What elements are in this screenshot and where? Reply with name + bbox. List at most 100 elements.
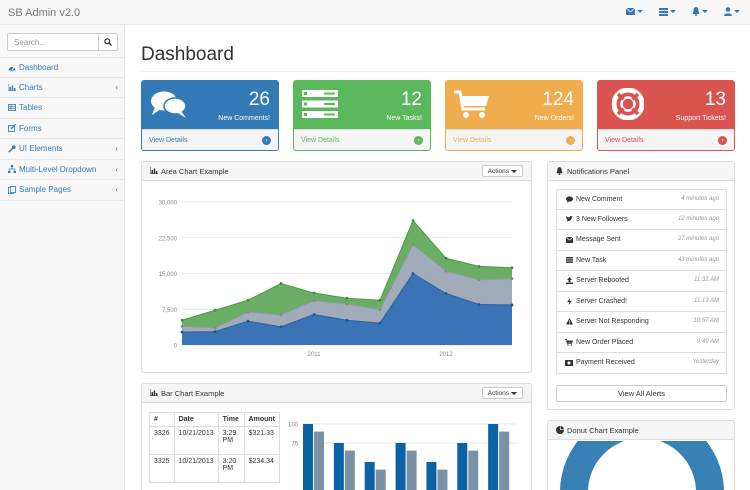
data-point[interactable] xyxy=(213,326,217,330)
sidebar-item-multi-level-dropdown[interactable]: Multi-Level Dropdown ‹ xyxy=(0,160,125,180)
notification-list: New Comment 4 minutes ago 3 New Follower… xyxy=(556,189,727,374)
data-point[interactable] xyxy=(378,308,382,312)
view-details-label: View Details xyxy=(605,137,644,144)
user-icon xyxy=(724,7,732,16)
bar[interactable] xyxy=(333,443,344,490)
sidebar-item-ui-elements[interactable]: UI Elements ‹ xyxy=(0,139,125,160)
bar[interactable] xyxy=(488,424,499,490)
panel-title: Bar Chart Example xyxy=(161,389,225,398)
data-point[interactable] xyxy=(246,310,250,314)
actions-button[interactable]: Actions xyxy=(481,387,523,399)
notification-item[interactable]: New Order Placed 9:49 AM xyxy=(556,332,727,353)
data-point[interactable] xyxy=(411,243,415,247)
view-all-alerts-button[interactable]: View All Alerts xyxy=(556,385,727,402)
data-point[interactable] xyxy=(510,303,514,307)
notification-label: Message Sent xyxy=(576,236,621,244)
notification-item[interactable]: 3 New Followers 12 minutes ago xyxy=(556,209,727,230)
alerts-dropdown[interactable] xyxy=(692,7,708,16)
messages-dropdown[interactable] xyxy=(626,7,643,16)
data-point[interactable] xyxy=(180,325,184,328)
sidebar-item-label: Forms xyxy=(19,123,42,133)
donut-segment[interactable] xyxy=(560,441,724,490)
data-point[interactable] xyxy=(312,313,316,316)
sidebar-item-label: Dashboard xyxy=(19,62,59,72)
data-point[interactable] xyxy=(444,292,448,295)
chevron-left-icon: ‹ xyxy=(115,144,118,153)
view-details-link[interactable]: View Details › xyxy=(446,129,582,150)
notification-time: 11:13 AM xyxy=(693,297,719,304)
user-dropdown[interactable] xyxy=(724,7,740,16)
page-title: Dashboard xyxy=(141,44,234,65)
data-point[interactable] xyxy=(279,325,283,329)
bar[interactable] xyxy=(468,450,479,490)
sidebar-item-forms[interactable]: Forms xyxy=(0,119,125,139)
sidebar-item-sample-pages[interactable]: Sample Pages ‹ xyxy=(0,180,125,201)
data-point[interactable] xyxy=(345,302,349,306)
data-point[interactable] xyxy=(345,318,349,322)
data-point[interactable] xyxy=(180,330,184,334)
sidebar-item-dashboard[interactable]: Dashboard xyxy=(0,57,125,78)
data-point[interactable] xyxy=(180,318,184,322)
data-point[interactable] xyxy=(213,308,217,312)
search-button[interactable] xyxy=(98,33,118,51)
bar[interactable] xyxy=(426,462,437,490)
notification-item[interactable]: Server Crashed! 11:13 AM xyxy=(556,291,727,312)
notification-item[interactable]: Payment Received Yesterday xyxy=(556,353,727,374)
arrow-circle-right-icon: › xyxy=(718,136,727,145)
data-point[interactable] xyxy=(279,282,283,285)
table-row: 3326 10/21/2013 3:29 PM $321.33 xyxy=(149,426,281,455)
notification-item[interactable]: New Task 43 minutes ago xyxy=(556,250,727,271)
bar[interactable] xyxy=(457,443,468,490)
table-cell: 10/21/2013 xyxy=(173,454,219,483)
data-point[interactable] xyxy=(279,313,283,317)
arrow-circle-right-icon: › xyxy=(566,136,575,145)
data-point[interactable] xyxy=(477,278,481,282)
bar[interactable] xyxy=(437,469,448,490)
data-point[interactable] xyxy=(312,291,316,295)
view-details-link[interactable]: View Details › xyxy=(142,129,278,150)
comment-icon xyxy=(565,196,573,203)
bar[interactable] xyxy=(364,462,375,490)
bar[interactable] xyxy=(499,431,510,490)
brand[interactable]: SB Admin v2.0 xyxy=(8,7,81,19)
bar[interactable] xyxy=(344,450,355,490)
bar[interactable] xyxy=(303,424,313,490)
data-point[interactable] xyxy=(378,298,382,302)
bar[interactable] xyxy=(395,443,406,490)
notification-item[interactable]: Message Sent 27 minutes ago xyxy=(556,230,727,251)
notification-item[interactable]: Server Not Responding 10:57 AM xyxy=(556,312,727,333)
data-point[interactable] xyxy=(213,330,217,334)
data-point[interactable] xyxy=(246,298,250,302)
bar[interactable] xyxy=(375,469,386,490)
data-point[interactable] xyxy=(477,303,481,306)
data-point[interactable] xyxy=(444,256,448,260)
area-chart: 0 7,500 15,000 22,500 30,000 2011 2012 xyxy=(159,201,514,358)
data-point[interactable] xyxy=(246,319,250,323)
notifications-panel: Notifications Panel New Comment 4 minute… xyxy=(547,161,735,410)
y-tick-label: 0 xyxy=(174,344,178,350)
notification-item[interactable]: Server Rebooted 11:32 AM xyxy=(556,271,727,292)
bar[interactable] xyxy=(314,431,324,490)
tasks-dropdown[interactable] xyxy=(659,7,676,16)
data-point[interactable] xyxy=(345,296,349,300)
stat-panel-comments: 26 New Comments! View Details › xyxy=(141,80,279,151)
sidebar-item-charts[interactable]: Charts ‹ xyxy=(0,78,125,98)
notification-time: 9:49 AM xyxy=(696,338,719,345)
data-point[interactable] xyxy=(477,264,481,268)
data-point[interactable] xyxy=(411,272,415,275)
actions-button[interactable]: Actions xyxy=(481,165,523,177)
notification-item[interactable]: New Comment 4 minutes ago xyxy=(556,189,727,210)
data-point[interactable] xyxy=(510,277,514,281)
bar[interactable] xyxy=(406,450,417,490)
data-point[interactable] xyxy=(444,269,448,273)
table-header: Time xyxy=(217,412,245,427)
data-point[interactable] xyxy=(378,321,382,325)
search-input[interactable] xyxy=(7,33,99,51)
notification-time: 10:57 AM xyxy=(693,318,719,324)
data-point[interactable] xyxy=(312,299,316,303)
view-details-link[interactable]: View Details › xyxy=(294,129,430,150)
sidebar-item-tables[interactable]: Tables xyxy=(0,98,125,119)
view-details-link[interactable]: View Details › xyxy=(598,129,734,150)
data-point[interactable] xyxy=(411,219,415,222)
data-point[interactable] xyxy=(510,266,514,270)
